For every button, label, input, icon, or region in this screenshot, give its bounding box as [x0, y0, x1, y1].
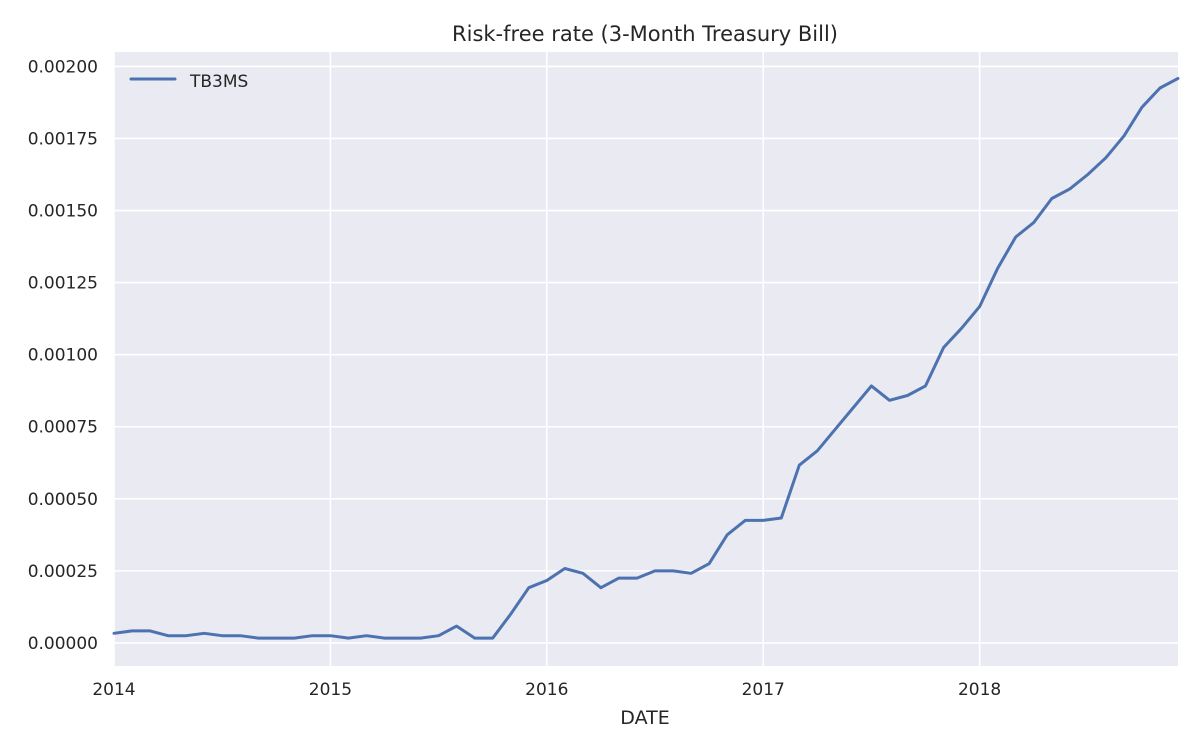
y-tick-label: 0.00050 [28, 490, 98, 510]
x-tick-label: 2017 [742, 680, 785, 700]
y-tick-label: 0.00000 [28, 634, 98, 654]
y-tick-label: 0.00200 [28, 57, 98, 77]
x-tick-label: 2014 [92, 680, 135, 700]
y-tick-label: 0.00175 [28, 129, 98, 149]
y-tick-label: 0.00075 [28, 418, 98, 438]
legend-label: TB3MS [189, 72, 248, 92]
series-line-tb3ms [112, 76, 1180, 640]
y-tick-label: 0.00150 [28, 202, 98, 222]
series-layer [112, 76, 1180, 640]
y-axis-ticks: 0.00000 0.00025 0.00050 0.00075 0.00100 0.001… [28, 57, 98, 654]
grid [113, 52, 1178, 666]
x-axis-label: DATE [620, 707, 669, 729]
y-tick-label: 0.00125 [28, 274, 98, 294]
plot-area [114, 52, 1178, 666]
chart-title: Risk-free rate (3-Month Treasury Bill) [452, 22, 838, 46]
y-tick-label: 0.00025 [28, 562, 98, 582]
x-tick-label: 2015 [309, 680, 352, 700]
x-tick-label: 2018 [958, 680, 1001, 700]
y-tick-label: 0.00100 [28, 346, 98, 366]
x-tick-label: 2016 [525, 680, 568, 700]
legend: TB3MS [129, 72, 248, 92]
x-axis-ticks: 2014 2015 2016 2017 2018 [92, 680, 1001, 700]
